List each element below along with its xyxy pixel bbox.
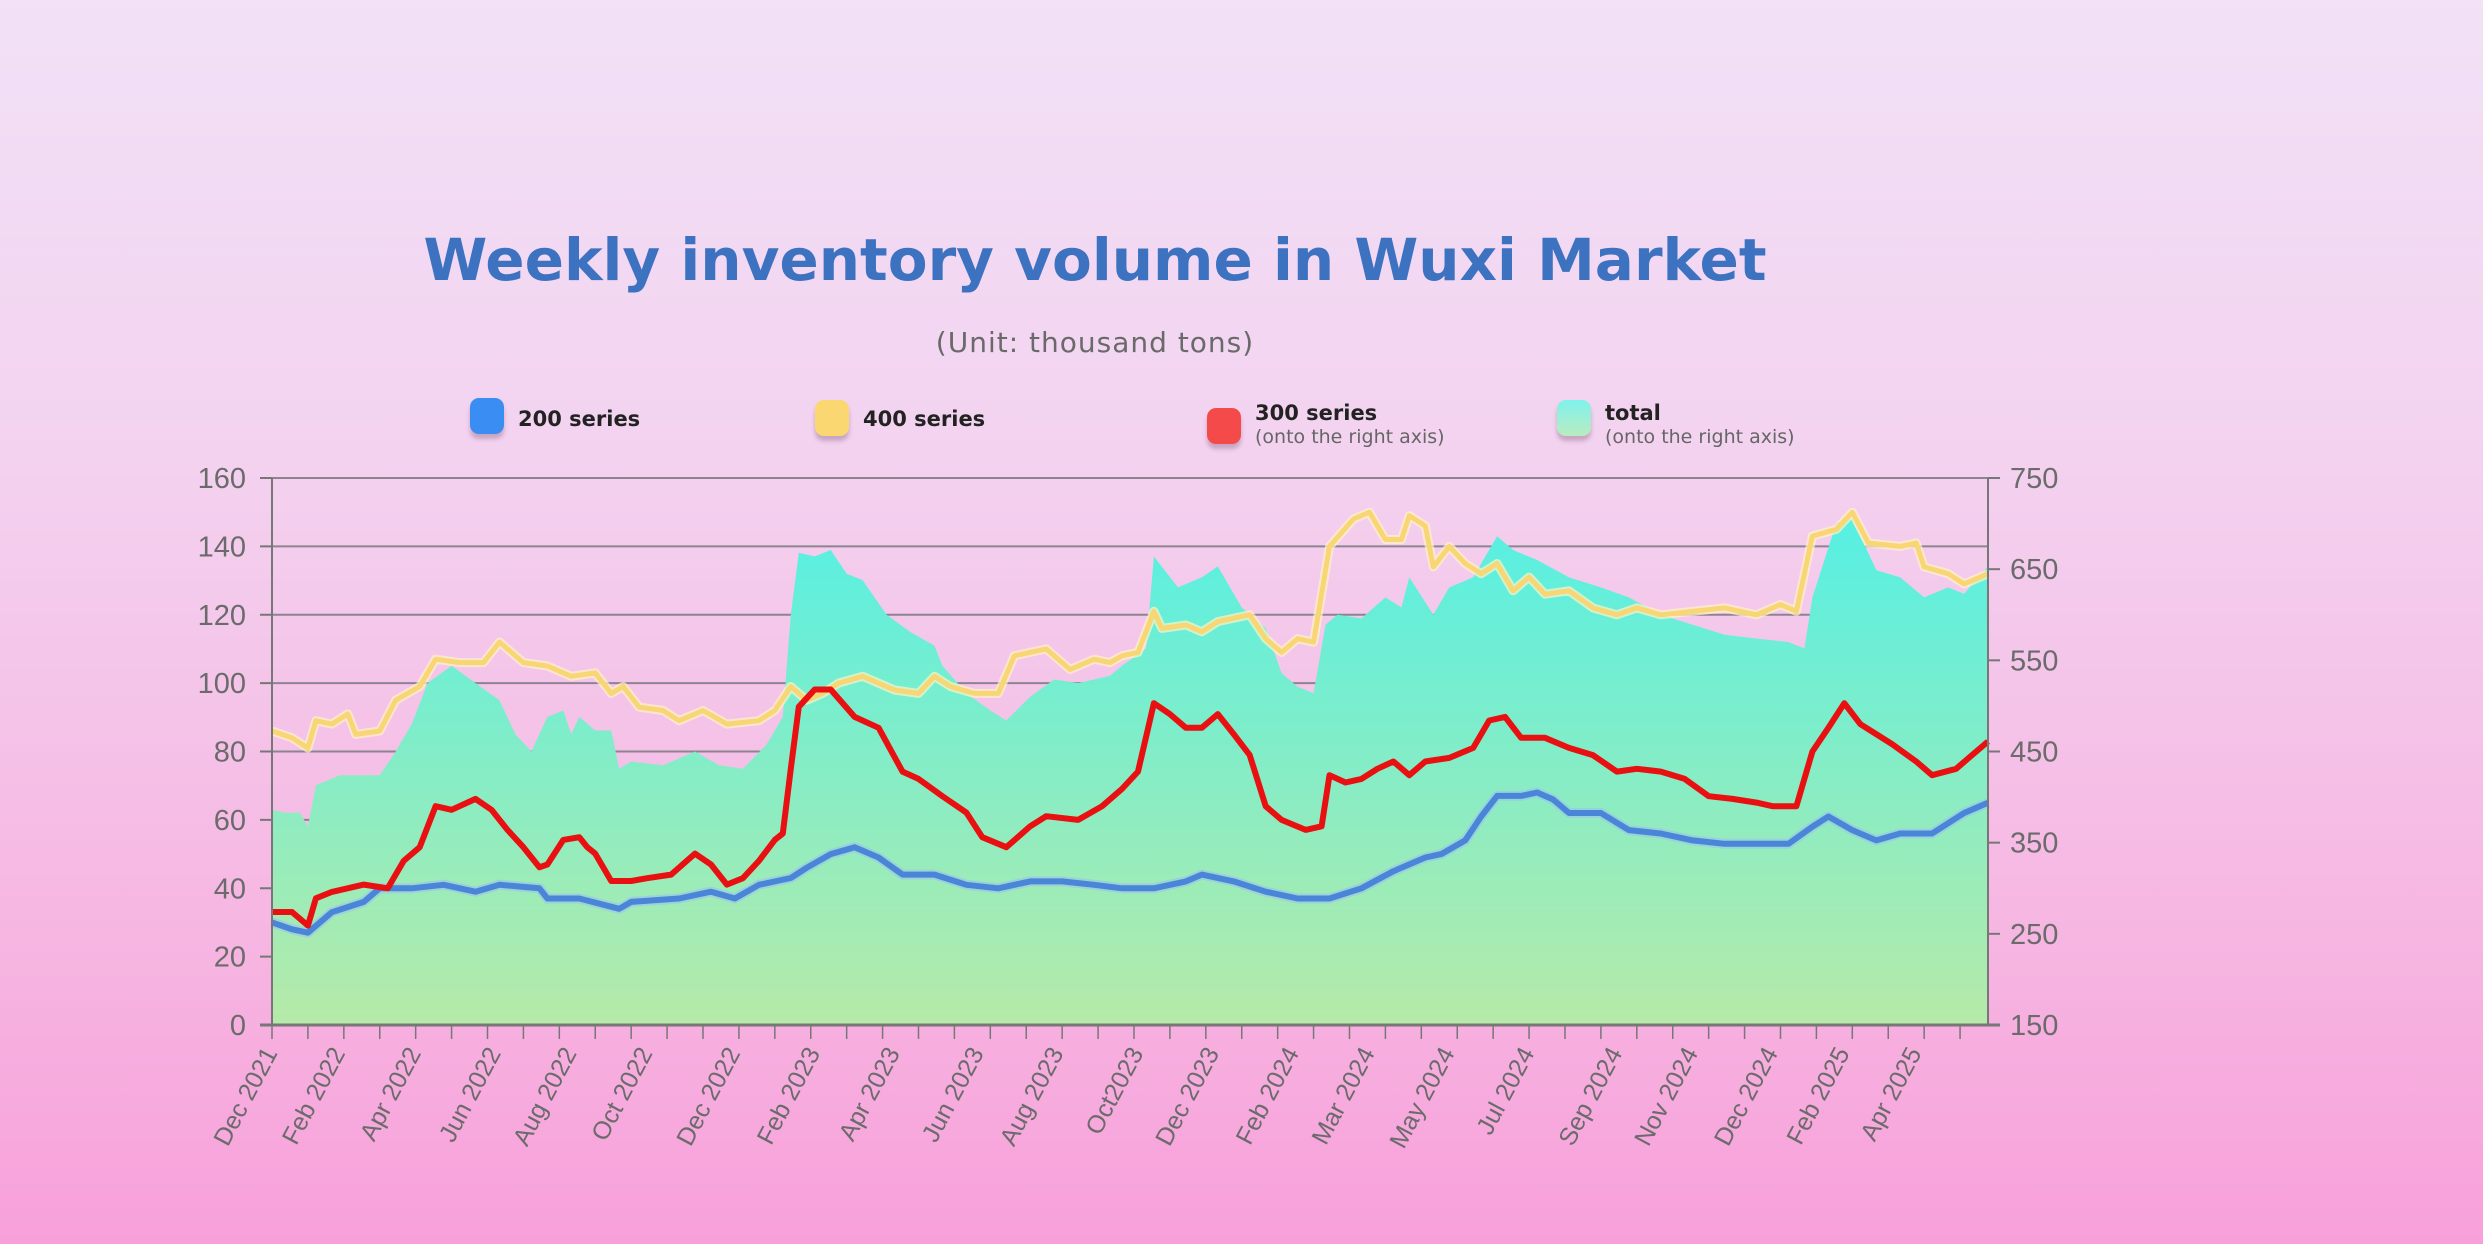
- y-right-tick-label: 150: [2010, 1010, 2058, 1042]
- series-300-series-line: [272, 686, 1990, 929]
- y-left-tick-label: 120: [198, 600, 246, 632]
- x-tick-label: Sep 2024: [1553, 1043, 1628, 1151]
- x-tick-label: Oct2023: [1080, 1043, 1149, 1140]
- y-right-tick-label: 350: [2010, 828, 2058, 860]
- legend-label: 300 series: [1255, 401, 1378, 425]
- x-tick-label: Jun 2023: [917, 1043, 990, 1147]
- x-tick-label: Nov 2024: [1629, 1043, 1704, 1151]
- legend-label: 400 series: [863, 407, 986, 431]
- x-tick-label: Dec 2023: [1150, 1043, 1225, 1151]
- x-tick-label: Jun 2022: [434, 1043, 507, 1147]
- x-tick-label: Feb 2022: [277, 1043, 351, 1149]
- series-total-area: [272, 519, 1988, 1025]
- legend-item-200-series: 200 series: [470, 398, 640, 434]
- x-tick-label: Feb 2024: [1231, 1043, 1305, 1150]
- legend-note: (onto the right axis): [1605, 426, 1795, 448]
- chart-title: Weekly inventory volume in Wuxi Market: [423, 226, 1767, 294]
- legend-label: 200 series: [518, 407, 641, 431]
- x-tick-label: Dec 2021: [208, 1043, 283, 1151]
- y-right-tick-label: 250: [2010, 919, 2058, 951]
- chart-subtitle: (Unit: thousand tons): [935, 326, 1255, 359]
- legend-swatch-300: [1207, 408, 1241, 444]
- x-tick-label: Oct 2022: [586, 1043, 658, 1146]
- x-tick-label: Apr 2023: [833, 1043, 905, 1146]
- y-right-tick-label: 650: [2010, 554, 2058, 586]
- x-tick-label: May 2024: [1384, 1043, 1460, 1153]
- y-left-tick-label: 20: [214, 942, 246, 974]
- x-tick-label: Mar 2024: [1306, 1043, 1380, 1149]
- y-left-tick-label: 100: [198, 668, 246, 700]
- y-left-tick-label: 0: [230, 1010, 246, 1042]
- legend-item-300-series: 300 series (onto the right axis): [1207, 400, 1445, 448]
- legend-swatch-total: [1557, 400, 1591, 436]
- legend-label: total: [1605, 401, 1661, 425]
- legend-swatch-200: [470, 398, 504, 434]
- legend-item-total: total (onto the right axis): [1557, 400, 1795, 448]
- y-right-tick-label: 750: [2010, 463, 2058, 495]
- x-tick-label: Apr 2025: [1855, 1043, 1927, 1146]
- x-tick-label: Feb 2023: [752, 1043, 826, 1149]
- legend-note: (onto the right axis): [1255, 426, 1445, 448]
- y-left-tick-label: 80: [214, 737, 246, 769]
- x-tick-label: Feb 2025: [1781, 1043, 1855, 1149]
- x-tick-label: Aug 2022: [508, 1043, 583, 1151]
- y-left-tick-label: 60: [214, 805, 246, 837]
- y-left-tick-label: 40: [214, 873, 246, 905]
- y-left-tick-label: 160: [198, 463, 246, 495]
- y-right-tick-label: 550: [2010, 645, 2058, 677]
- x-tick-label: Apr 2022: [355, 1043, 427, 1146]
- y-left-tick-label: 140: [198, 531, 246, 563]
- legend-item-400-series: 400 series: [815, 400, 985, 436]
- series-400-series-line: [271, 509, 1989, 751]
- x-tick-label: Aug 2023: [994, 1043, 1069, 1151]
- plot-marks: [270, 507, 1990, 1025]
- x-tick-label: Dec 2022: [671, 1043, 746, 1151]
- x-tick-label: Jul 2024: [1471, 1043, 1540, 1140]
- y-right-tick-label: 450: [2010, 737, 2058, 769]
- x-tick-label: Dec 2024: [1709, 1043, 1784, 1151]
- legend-swatch-400: [815, 400, 849, 436]
